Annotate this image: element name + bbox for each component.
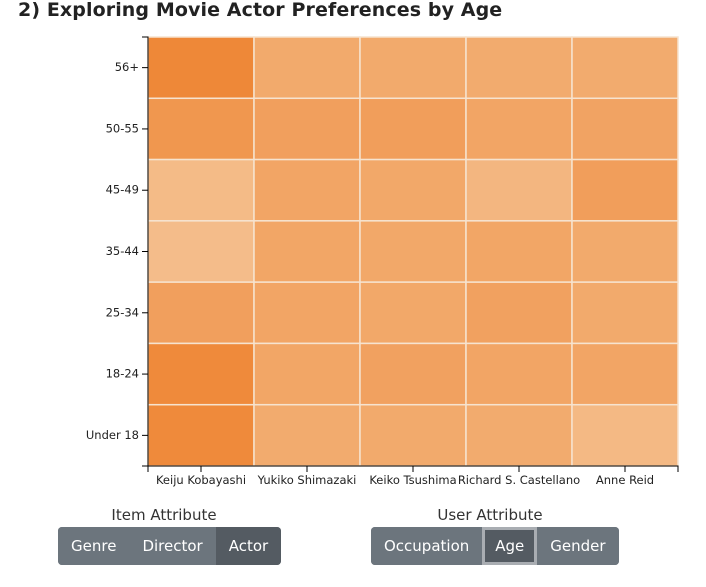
director-button[interactable]: Director	[129, 527, 216, 565]
heatmap-cell-25-34-keiko-tsushima	[359, 281, 467, 345]
user-attribute-label: User Attribute	[437, 506, 543, 524]
heatmap-cell-45-49-richard-s-castellano	[465, 158, 573, 222]
y-tick-label: 18-24	[106, 367, 139, 381]
heatmap-cell-under-18-yukiko-shimazaki	[253, 403, 361, 467]
genre-button[interactable]: Genre	[58, 527, 130, 565]
heatmap-cell-under-18-keiju-kobayashi	[147, 403, 255, 467]
y-tick-label: 45-49	[106, 183, 139, 197]
heatmap-cell-18-24-keiko-tsushima	[359, 342, 467, 406]
age-button[interactable]: Age	[482, 527, 538, 565]
x-tick-label: Yukiko Shimazaki	[257, 473, 357, 487]
y-tick-label: 25-34	[106, 305, 139, 319]
item-attribute-button-group: Genre Director Actor	[58, 527, 282, 565]
y-axis: 56+ 50-55 45-49 35-44 25-34 18-24 Under 18	[86, 36, 149, 467]
heatmap-chart: 56+ 50-55 45-49 35-44 25-34 18-24 Under 18 Kei…	[86, 36, 679, 487]
heatmap-cell-45-49-keiju-kobayashi	[147, 158, 255, 222]
y-tick-label: 50-55	[106, 121, 139, 135]
heatmap-cell-18-24-yukiko-shimazaki	[253, 342, 361, 406]
heatmap-cell-35-44-richard-s-castellano	[465, 220, 573, 283]
x-tick-label: Keiju Kobayashi	[156, 473, 246, 487]
heatmap-cell-50-55-anne-reid	[571, 97, 679, 161]
item-attribute-label: Item Attribute	[111, 506, 217, 524]
heatmap-cell-56-anne-reid	[571, 36, 679, 100]
x-tick-label: Richard S. Castellano	[458, 473, 580, 487]
heatmap-cell-18-24-anne-reid	[571, 342, 679, 406]
heatmap-cell-50-55-richard-s-castellano	[465, 97, 573, 161]
heatmap-cell-50-55-keiko-tsushima	[359, 97, 467, 161]
heatmap-cell-56-richard-s-castellano	[465, 36, 573, 100]
heatmap-cell-35-44-keiko-tsushima	[359, 220, 467, 283]
heatmap-cell-45-49-anne-reid	[571, 158, 679, 222]
heatmap-cell-50-55-keiju-kobayashi	[147, 97, 255, 161]
heatmap-cell-56-yukiko-shimazaki	[253, 36, 361, 100]
x-axis: Keiju Kobayashi Yukiko Shimazaki Keiko Tsu…	[147, 465, 679, 487]
heatmap-cell-35-44-yukiko-shimazaki	[253, 220, 361, 283]
heatmap-cell-50-55-yukiko-shimazaki	[253, 97, 361, 161]
heatmap-cell-under-18-keiko-tsushima	[359, 403, 467, 467]
y-tick-label: 35-44	[106, 244, 139, 258]
heatmap-cell-25-34-richard-s-castellano	[465, 281, 573, 345]
heatmap-cell-under-18-richard-s-castellano	[465, 403, 573, 467]
heatmap-cells	[147, 36, 679, 467]
x-tick-label: Anne Reid	[596, 473, 654, 487]
heatmap-cell-35-44-keiju-kobayashi	[147, 220, 255, 283]
gender-button[interactable]: Gender	[537, 527, 619, 565]
heatmap-cell-35-44-anne-reid	[571, 220, 679, 283]
page-title: 2) Exploring Movie Actor Preferences by …	[18, 0, 503, 21]
heatmap-cell-56-keiko-tsushima	[359, 36, 467, 100]
heatmap-cell-25-34-keiju-kobayashi	[147, 281, 255, 345]
x-tick-label: Keiko Tsushima	[369, 473, 456, 487]
heatmap-cell-18-24-keiju-kobayashi	[147, 342, 255, 406]
y-tick-label: 56+	[115, 60, 139, 74]
user-attribute-button-group: Occupation Age Gender	[371, 527, 619, 565]
heatmap-cell-25-34-yukiko-shimazaki	[253, 281, 361, 345]
heatmap-cell-56-keiju-kobayashi	[147, 36, 255, 100]
occupation-button[interactable]: Occupation	[371, 527, 483, 565]
heatmap-cell-under-18-anne-reid	[571, 403, 679, 467]
actor-button[interactable]: Actor	[215, 527, 282, 565]
heatmap-cell-18-24-richard-s-castellano	[465, 342, 573, 406]
heatmap-cell-25-34-anne-reid	[571, 281, 679, 345]
heatmap-cell-45-49-keiko-tsushima	[359, 158, 467, 222]
y-tick-label: Under 18	[86, 428, 139, 442]
heatmap-cell-45-49-yukiko-shimazaki	[253, 158, 361, 222]
